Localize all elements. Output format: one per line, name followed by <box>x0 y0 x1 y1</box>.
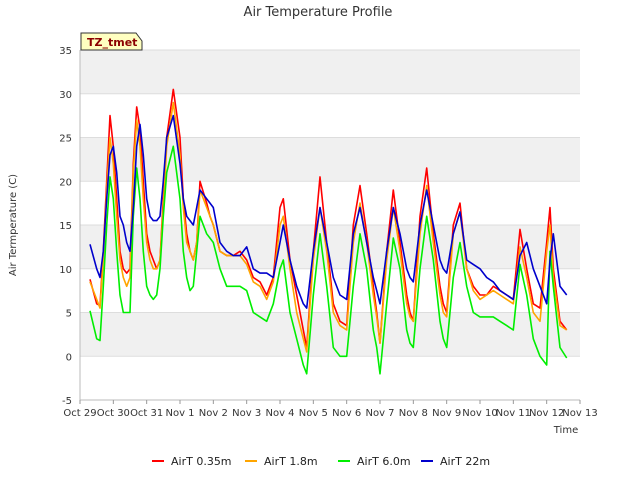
legend-item: AirT 22m <box>421 455 490 468</box>
x-tick-label: Nov 12 <box>529 408 564 419</box>
legend-label: AirT 22m <box>440 455 490 468</box>
y-tick-label: 20 <box>59 177 72 188</box>
legend-item: AirT 6.0m <box>338 455 411 468</box>
y-tick-label: 0 <box>66 352 72 363</box>
x-tick-label: Nov 2 <box>199 408 228 419</box>
series-line-airt-6-0m <box>89 145 568 375</box>
y-tick-label: 15 <box>59 221 72 232</box>
x-tick-label: Nov 10 <box>462 408 497 419</box>
x-tick-label: Oct 30 <box>97 408 130 419</box>
y-tick-labels: -5 0 5 10 15 20 25 30 35 <box>59 46 72 407</box>
y-tick-label: 30 <box>59 90 72 101</box>
x-tick-label: Nov 3 <box>232 408 261 419</box>
x-tick-label: Nov 1 <box>165 408 194 419</box>
axes <box>79 50 580 401</box>
y-tick-label: 5 <box>66 309 72 320</box>
legend: AirT 0.35m AirT 1.8m AirT 6.0m AirT 22m <box>152 455 490 468</box>
x-tick-label: Nov 9 <box>432 408 461 419</box>
series-line-airt-0-35m <box>89 88 568 349</box>
background-band <box>80 137 580 182</box>
legend-item: AirT 1.8m <box>245 455 318 468</box>
badge-text: TZ_tmet <box>87 36 137 49</box>
x-axis-label: Time <box>553 425 578 436</box>
x-tick-label: Nov 8 <box>399 408 428 419</box>
x-tick-label: Nov 11 <box>496 408 531 419</box>
y-tick-label: -5 <box>62 396 72 407</box>
x-tick-label: Nov 13 <box>562 408 597 419</box>
legend-label: AirT 6.0m <box>357 455 411 468</box>
badge-shape <box>80 32 143 51</box>
y-tick-label: 35 <box>59 46 72 57</box>
chart-title: Air Temperature Profile <box>244 5 393 20</box>
legend-label: AirT 1.8m <box>264 455 318 468</box>
y-tick-label: 10 <box>59 265 72 276</box>
x-tick-labels: Oct 29 Oct 30 Oct 31 Nov 1 Nov 2 Nov 3 Nov 4 No… <box>63 400 598 419</box>
x-tick-label: Nov 4 <box>265 408 294 419</box>
legend-label: AirT 0.35m <box>171 455 232 468</box>
y-tick-label: 25 <box>59 134 72 145</box>
x-tick-label: Oct 31 <box>130 408 163 419</box>
series-line-airt-22m <box>89 114 568 309</box>
x-tick-label: Nov 5 <box>299 408 328 419</box>
background-band <box>80 50 580 94</box>
legend-item: AirT 0.35m <box>152 455 232 468</box>
x-tick-label: Oct 29 <box>63 408 96 419</box>
series-line-airt-1-8m <box>89 101 568 353</box>
y-axis-label: Air Termperature (C) <box>8 174 19 276</box>
series-lines <box>89 88 568 375</box>
station-badge: TZ_tmet <box>80 32 143 51</box>
x-tick-label: Nov 6 <box>332 408 361 419</box>
x-tick-label: Nov 7 <box>365 408 394 419</box>
